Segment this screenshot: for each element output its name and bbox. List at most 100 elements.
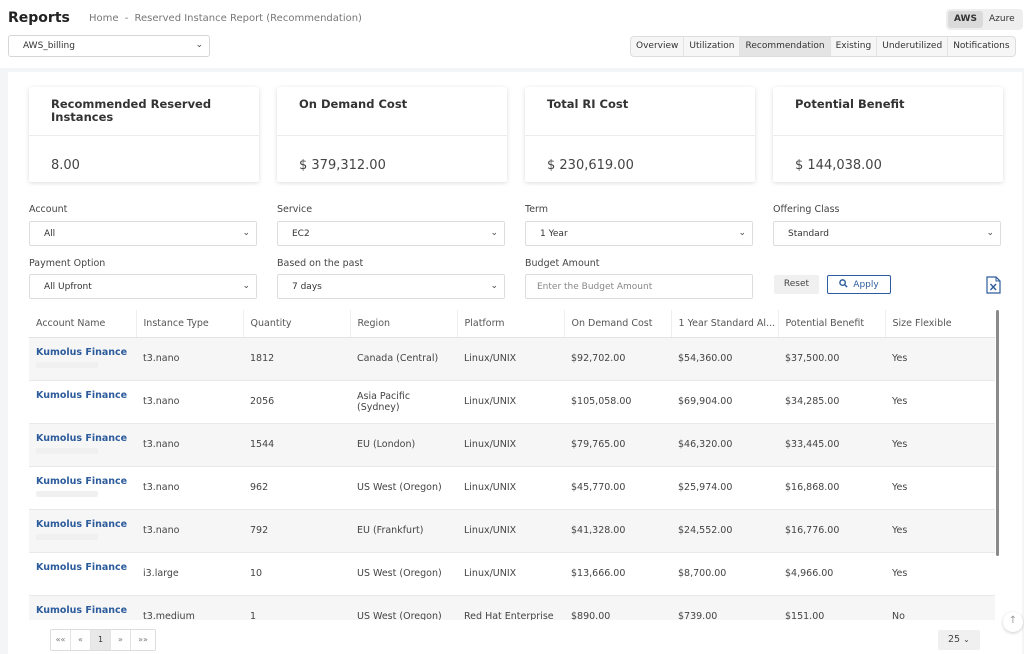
account-link[interactable]: Kumolus Finance [36, 604, 128, 616]
table-cell: Linux/UNIX [457, 423, 564, 467]
table-row: Kumolus Finance t3.nano 1544 EU (London)… [29, 423, 995, 467]
account-id-placeholder [36, 490, 98, 497]
table-cell: Yes [885, 337, 995, 381]
chevron-down-icon: ⌄ [242, 281, 250, 291]
page-size-value: 25 [948, 634, 961, 645]
column-header-region[interactable]: Region [350, 310, 458, 338]
tab-utilization[interactable]: Utilization [684, 37, 741, 56]
table-cell: $739.00 [671, 595, 778, 620]
column-header-platform[interactable]: Platform [457, 310, 565, 338]
tab-underutilized[interactable]: Underutilized [877, 37, 949, 56]
table-scrollbar[interactable] [996, 310, 999, 556]
recommendation-table-wrapper: Account Name Instance Type Quantity Regi… [29, 310, 995, 620]
cloud-option-azure[interactable]: Azure [988, 14, 1015, 24]
table-cell: $79,765.00 [564, 423, 671, 467]
card-title: Total RI Cost [547, 97, 629, 111]
first-page-button[interactable]: «« [51, 630, 71, 650]
chevron-down-icon: ⌄ [195, 40, 203, 50]
table-cell: US West (Oregon) [350, 552, 457, 596]
search-icon [839, 279, 848, 288]
table-cell: t3.nano [136, 509, 243, 553]
table-cell: Linux/UNIX [457, 552, 564, 596]
account-cell: Kumolus Finance [29, 466, 136, 510]
table-cell: $4,966.00 [778, 552, 885, 596]
column-header-size-flexible[interactable]: Size Flexible [885, 310, 995, 338]
table-cell: t3.nano [136, 423, 243, 467]
account-link[interactable]: Kumolus Finance [36, 475, 128, 487]
account-id-placeholder [36, 533, 98, 540]
based-on-select[interactable]: 7 days ⌄ [277, 274, 505, 299]
chevron-down-icon: ⌄ [490, 228, 498, 238]
billing-account-select[interactable]: AWS_billing ⌄ [8, 35, 210, 57]
account-id-placeholder [36, 361, 98, 368]
card-title: Potential Benefit [795, 97, 905, 111]
recommendation-table: Account Name Instance Type Quantity Regi… [29, 310, 995, 620]
prev-page-button[interactable]: « [71, 630, 91, 650]
tab-notifications[interactable]: Notifications [953, 41, 1010, 51]
column-header-on-demand-cost[interactable]: On Demand Cost [564, 310, 672, 338]
table-cell: EU (London) [350, 423, 457, 467]
apply-button-label: Apply [853, 280, 879, 290]
card-divider [525, 135, 755, 136]
apply-button[interactable]: Apply [827, 275, 891, 294]
offering-class-filter-value: Standard [788, 229, 829, 239]
page-1-button[interactable]: 1 [91, 630, 111, 650]
column-header-standard-cost[interactable]: 1 Year Standard Al... [671, 310, 779, 338]
table-cell: Yes [885, 380, 995, 424]
table-row: Kumolus Finance t3.nano 792 EU (Frankfur… [29, 509, 995, 553]
next-page-button[interactable]: » [111, 630, 131, 650]
account-filter-label: Account [29, 204, 68, 215]
table-cell: $8,700.00 [671, 552, 778, 596]
report-tabs: Overview Utilization Recommendation Exis… [630, 36, 1016, 57]
reset-button[interactable]: Reset [774, 275, 819, 294]
account-filter-select[interactable]: All ⌄ [29, 221, 257, 246]
table-cell: 792 [243, 509, 350, 553]
table-row: Kumolus Finance t3.nano 962 US West (Ore… [29, 466, 995, 510]
term-filter-label: Term [525, 204, 549, 215]
table-cell: No [885, 595, 995, 620]
budget-amount-input[interactable]: Enter the Budget Amount [525, 274, 753, 299]
table-cell: $890.00 [564, 595, 671, 620]
column-header-account-name[interactable]: Account Name [29, 310, 137, 338]
service-filter-select[interactable]: EC2 ⌄ [277, 221, 505, 246]
account-link[interactable]: Kumolus Finance [36, 346, 128, 358]
card-recommended-instances: Recommended Reserved Instances 8.00 [29, 87, 259, 182]
table-cell: 1 [243, 595, 350, 620]
last-page-button[interactable]: »» [138, 635, 148, 644]
tab-recommendation[interactable]: Recommendation [740, 37, 831, 56]
chevron-down-icon: ⌄ [242, 228, 250, 238]
column-header-quantity[interactable]: Quantity [243, 310, 351, 338]
breadcrumb-home[interactable]: Home [89, 13, 119, 24]
card-divider [277, 135, 507, 136]
cloud-option-aws[interactable]: AWS [948, 11, 983, 28]
tab-existing[interactable]: Existing [831, 37, 878, 56]
breadcrumb-separator: - [124, 13, 129, 24]
offering-class-filter-select[interactable]: Standard ⌄ [773, 221, 1001, 246]
column-header-potential-benefit[interactable]: Potential Benefit [778, 310, 886, 338]
page-size-select[interactable]: 25 ⌄ [938, 630, 980, 650]
chevron-down-icon: ⌄ [963, 635, 970, 644]
table-row: Kumolus Finance i3.large 10 US West (Ore… [29, 552, 995, 596]
account-link[interactable]: Kumolus Finance [36, 518, 128, 530]
account-link[interactable]: Kumolus Finance [36, 432, 128, 444]
account-id-placeholder [36, 447, 98, 454]
chevron-down-icon: ⌄ [490, 281, 498, 291]
excel-export-icon[interactable] [986, 276, 1001, 294]
payment-option-label: Payment Option [29, 258, 106, 269]
table-cell: $16,776.00 [778, 509, 885, 553]
term-filter-value: 1 Year [540, 229, 568, 239]
table-cell: $92,702.00 [564, 337, 671, 381]
table-cell: Linux/UNIX [457, 466, 564, 510]
payment-option-select[interactable]: All Upfront ⌄ [29, 274, 257, 299]
account-link[interactable]: Kumolus Finance [36, 561, 128, 573]
account-link[interactable]: Kumolus Finance [36, 389, 128, 401]
card-on-demand-cost: On Demand Cost $ 379,312.00 [277, 87, 507, 182]
account-cell: Kumolus Finance [29, 595, 136, 620]
table-cell: US West (Oregon) [350, 466, 457, 510]
column-header-instance-type[interactable]: Instance Type [136, 310, 244, 338]
tab-overview[interactable]: Overview [631, 37, 685, 56]
account-cell: Kumolus Finance [29, 380, 136, 424]
arrow-up-icon[interactable]: ↑ [1003, 612, 1023, 632]
term-filter-select[interactable]: 1 Year ⌄ [525, 221, 753, 246]
card-value: $ 144,038.00 [795, 158, 882, 173]
